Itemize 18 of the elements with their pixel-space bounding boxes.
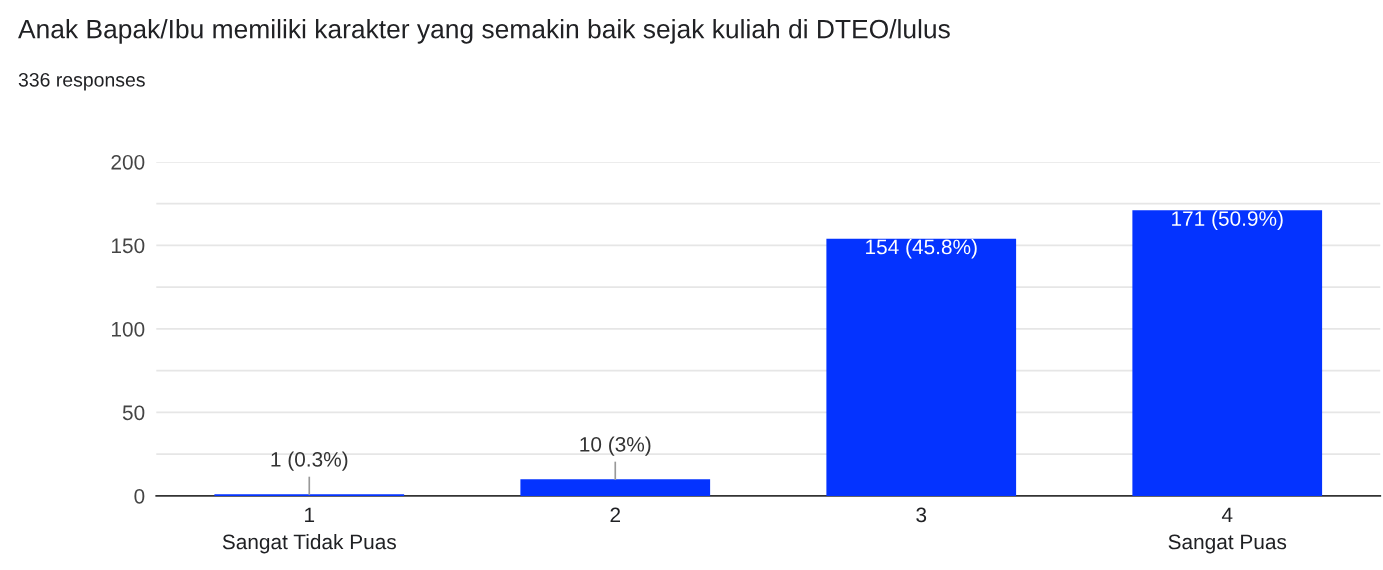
y-tick-label: 0 xyxy=(134,488,145,504)
bar xyxy=(826,238,1017,496)
bar xyxy=(1132,210,1323,496)
y-tick-label: 100 xyxy=(112,321,145,337)
chart-title: Anak Bapak/Ibu memiliki karakter yang semakin baik sejak kuliah di DTEO/lulus xyxy=(18,19,950,44)
y-tick-label: 150 xyxy=(112,238,145,254)
data-label: 1 (0.3%) xyxy=(271,451,348,471)
chart-subtitle: 336 responses xyxy=(18,72,145,91)
x-tick-label: 3 xyxy=(916,507,927,523)
y-tick-label: 50 xyxy=(122,405,145,421)
data-label: 10 (3%) xyxy=(580,436,651,456)
data-label: 154 (45.8%) xyxy=(866,239,977,259)
x-tick-label: 4 Sangat Puas xyxy=(1168,507,1287,554)
data-label: 171 (50.9%) xyxy=(1172,210,1283,231)
bar xyxy=(520,479,711,496)
y-tick-label: 200 xyxy=(111,154,145,170)
x-tick-label: 1 Sangat Tidak Puas xyxy=(222,507,396,554)
x-tick-label: 2 xyxy=(610,507,621,523)
